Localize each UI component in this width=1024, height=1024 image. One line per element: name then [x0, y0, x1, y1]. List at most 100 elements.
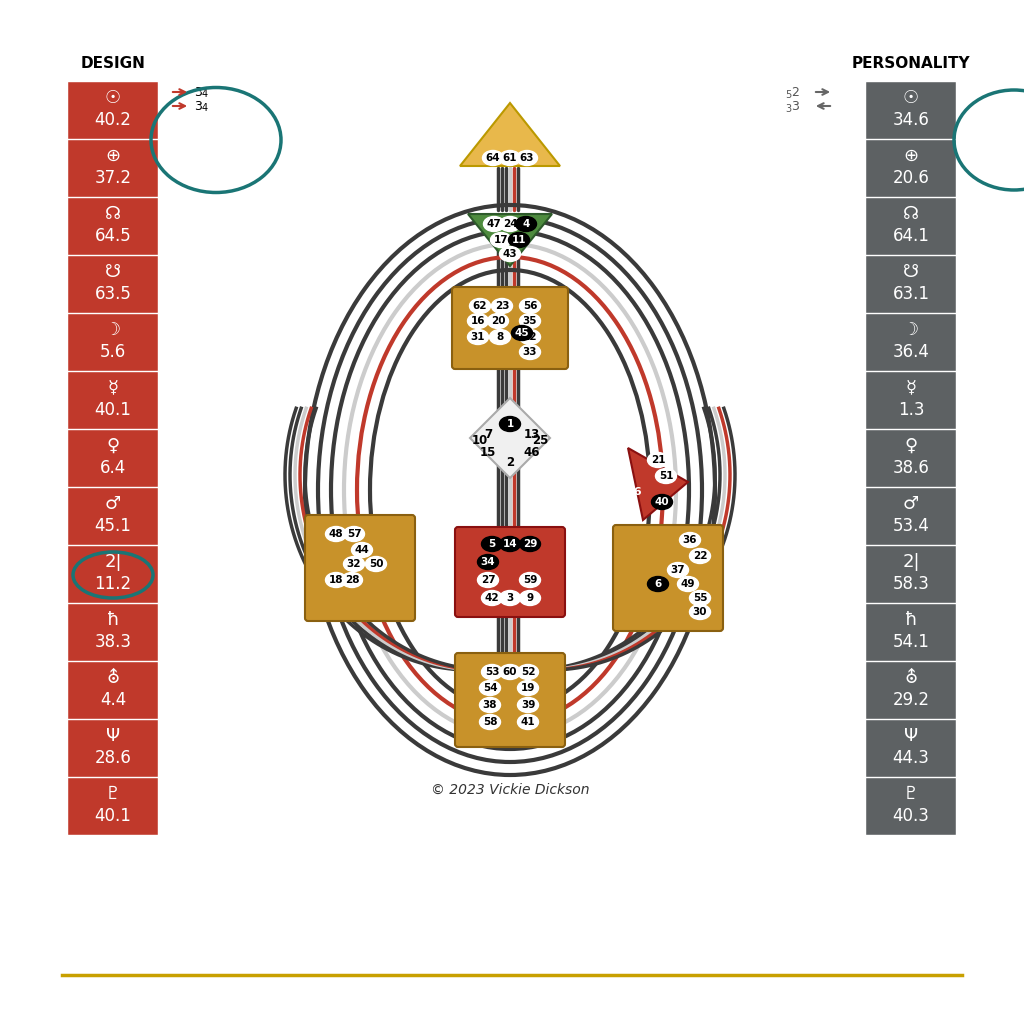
Text: 7: 7: [484, 428, 493, 441]
Text: 32: 32: [347, 559, 361, 569]
Text: 28.6: 28.6: [94, 749, 131, 767]
Text: 2|: 2|: [104, 553, 122, 571]
Text: Ψ: Ψ: [105, 727, 120, 745]
Ellipse shape: [689, 604, 711, 620]
Ellipse shape: [490, 232, 512, 248]
Text: 11: 11: [512, 234, 526, 245]
Ellipse shape: [500, 537, 520, 552]
FancyBboxPatch shape: [866, 488, 956, 545]
Ellipse shape: [500, 247, 520, 261]
FancyBboxPatch shape: [866, 662, 956, 719]
Text: 15: 15: [480, 445, 497, 459]
FancyBboxPatch shape: [68, 778, 158, 835]
Text: ♀: ♀: [106, 437, 120, 455]
Ellipse shape: [479, 697, 501, 713]
Ellipse shape: [489, 330, 511, 344]
Text: ☉: ☉: [903, 89, 920, 106]
Text: 2: 2: [792, 86, 799, 99]
FancyBboxPatch shape: [68, 198, 158, 255]
Text: 21: 21: [650, 455, 666, 465]
Text: 54.1: 54.1: [893, 633, 930, 651]
Text: 29.2: 29.2: [893, 691, 930, 709]
FancyBboxPatch shape: [68, 488, 158, 545]
Text: 38: 38: [482, 700, 498, 710]
Text: 63: 63: [520, 153, 535, 163]
Ellipse shape: [678, 577, 698, 592]
Ellipse shape: [519, 591, 541, 605]
Text: ♂: ♂: [903, 495, 920, 513]
Ellipse shape: [512, 326, 532, 341]
Ellipse shape: [500, 665, 520, 680]
FancyBboxPatch shape: [68, 372, 158, 429]
Ellipse shape: [481, 537, 503, 552]
Ellipse shape: [500, 591, 520, 605]
Ellipse shape: [500, 216, 520, 231]
Ellipse shape: [519, 344, 541, 359]
Text: 27: 27: [480, 575, 496, 585]
Text: 14: 14: [503, 539, 517, 549]
Text: 25: 25: [531, 433, 548, 446]
Text: 19: 19: [521, 683, 536, 693]
Text: 64.1: 64.1: [893, 227, 930, 245]
Ellipse shape: [516, 151, 538, 166]
Ellipse shape: [326, 572, 346, 588]
Text: 38.3: 38.3: [94, 633, 131, 651]
FancyBboxPatch shape: [68, 604, 158, 662]
Text: 30: 30: [693, 607, 708, 617]
Polygon shape: [468, 214, 552, 266]
Text: ☽: ☽: [104, 321, 121, 339]
Ellipse shape: [343, 526, 365, 542]
FancyBboxPatch shape: [613, 525, 723, 631]
Polygon shape: [628, 449, 688, 520]
Text: 53.4: 53.4: [893, 517, 930, 535]
Ellipse shape: [647, 453, 669, 468]
Text: 11.2: 11.2: [94, 575, 131, 593]
Ellipse shape: [326, 526, 346, 542]
Ellipse shape: [492, 299, 512, 313]
Ellipse shape: [668, 562, 688, 578]
Ellipse shape: [482, 151, 504, 166]
Text: 34: 34: [480, 557, 496, 567]
FancyBboxPatch shape: [455, 653, 565, 746]
Text: DESIGN: DESIGN: [81, 56, 145, 72]
Text: 46: 46: [523, 445, 541, 459]
Text: 41: 41: [520, 717, 536, 727]
Text: © 2023 Vickie Dickson: © 2023 Vickie Dickson: [431, 783, 589, 797]
Text: ☽: ☽: [903, 321, 920, 339]
Text: 34.6: 34.6: [893, 111, 930, 129]
Text: 39: 39: [521, 700, 536, 710]
Text: 4.4: 4.4: [100, 691, 126, 709]
Text: 42: 42: [484, 593, 500, 603]
Text: ♀: ♀: [904, 437, 918, 455]
Text: ☋: ☋: [903, 263, 919, 281]
Text: 1.3: 1.3: [898, 401, 925, 419]
Ellipse shape: [517, 665, 539, 680]
Text: 12: 12: [522, 332, 538, 342]
Text: 54: 54: [482, 683, 498, 693]
Ellipse shape: [487, 313, 509, 329]
Text: 20.6: 20.6: [893, 169, 930, 187]
Text: 22: 22: [693, 551, 708, 561]
Text: ☿: ☿: [905, 379, 916, 397]
Text: 38.6: 38.6: [893, 459, 930, 477]
Text: 44.3: 44.3: [893, 749, 930, 767]
Text: 50: 50: [369, 559, 383, 569]
Text: 61: 61: [503, 153, 517, 163]
Text: 40: 40: [654, 497, 670, 507]
Ellipse shape: [517, 715, 539, 729]
Ellipse shape: [689, 549, 711, 563]
Text: 2|: 2|: [902, 553, 920, 571]
Text: 4: 4: [202, 103, 208, 113]
Ellipse shape: [519, 330, 541, 344]
Text: ⛢: ⛢: [106, 669, 120, 687]
FancyBboxPatch shape: [866, 256, 956, 313]
Ellipse shape: [519, 572, 541, 588]
Text: 44: 44: [354, 545, 370, 555]
FancyBboxPatch shape: [866, 82, 956, 139]
Text: 62: 62: [473, 301, 487, 311]
FancyBboxPatch shape: [68, 546, 158, 603]
Text: 58: 58: [482, 717, 498, 727]
Polygon shape: [460, 103, 560, 166]
Text: Ψ: Ψ: [904, 727, 919, 745]
Text: 60: 60: [503, 667, 517, 677]
